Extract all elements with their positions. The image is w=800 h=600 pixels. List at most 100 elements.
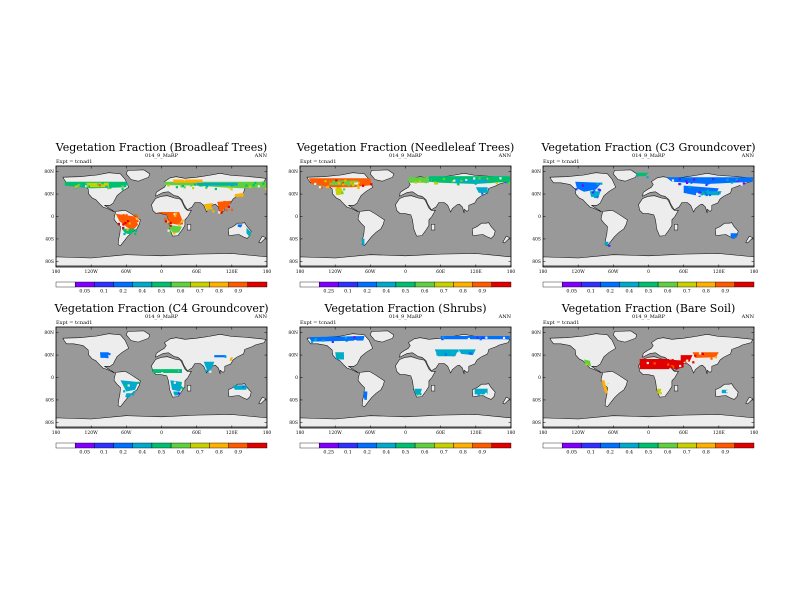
veg-cell [223,183,226,186]
veg-cell [190,184,193,187]
veg-patch [229,357,233,361]
veg-cell [585,363,588,366]
colorbar-swatch [151,442,172,449]
veg-cell [180,386,183,389]
colorbar: 0.25 0.1 0.2 0.4 0.5 0.6 0.7 0.8 0.9 [299,442,512,456]
veg-cell [646,176,649,179]
lon-label: 180 [507,269,516,275]
veg-cell [164,220,167,223]
veg-cell [696,194,699,197]
veg-cell [590,183,593,186]
veg-cell [173,381,176,384]
veg-cell [123,390,126,393]
veg-cell [228,186,231,189]
veg-cell [353,180,356,183]
lat-label: 0 [538,375,541,381]
veg-cell [180,185,183,188]
panel-title: Vegetation Fraction (Shrubs) [323,302,486,315]
veg-cell [474,182,477,185]
colorbar-swatch [600,281,620,288]
veg-cell [730,181,734,184]
veg-cell [482,391,485,395]
veg-cell [485,336,488,339]
veg-cell [245,184,248,187]
lat-label: 80N [531,169,541,175]
veg-cell [636,174,639,177]
veg-patch [335,352,344,360]
land-greenland [369,330,395,343]
run-label: 014_9_MaRP [632,153,666,159]
veg-cell [252,184,255,187]
veg-cell [230,188,233,191]
colorbar-swatch [376,442,397,449]
veg-cell [690,177,693,180]
veg-cell [108,353,111,356]
veg-cell [444,353,447,356]
veg-cell [441,350,444,353]
veg-cell [176,388,179,391]
veg-patch [657,388,662,394]
colorbar-swatch [619,281,640,288]
colorbar-swatch [209,281,229,288]
colorbar-label: 0.25 [323,450,334,456]
veg-cell [414,181,417,184]
colorbar-label: 0.9 [721,450,729,456]
colorbar-swatch [190,281,210,288]
veg-cell [220,211,223,214]
lat-label: 80N [44,330,54,336]
colorbar-swatch [734,281,755,288]
veg-cell [265,187,267,190]
land-africa [395,356,436,398]
lon-label: 0 [404,269,407,275]
land-madagascar [187,224,192,231]
veg-cell [429,179,432,182]
veg-cell [341,191,344,194]
lat-label: 0 [51,375,54,381]
lat-label: 40N [531,353,541,359]
expt-label: Expt = tcnad1 [300,159,336,165]
colorbar-label: 0.8 [702,450,710,456]
veg-cell [136,215,139,218]
colorbar-label: 0.8 [459,289,467,295]
veg-cell [320,186,323,189]
veg-cell [78,183,81,186]
veg-cell [675,364,678,367]
lon-label: 120W [572,269,586,275]
veg-cell [248,232,251,235]
land-greenland [612,169,638,182]
land-greenland [612,330,638,343]
lon-label: 180 [52,430,61,436]
colorbar-swatch [376,281,397,288]
colorbar-swatch [734,442,755,449]
colorbar-swatch [453,281,473,288]
veg-cell [705,193,708,197]
veg-cell [701,352,704,355]
land-africa [638,195,679,237]
colorbar-swatch [619,442,640,449]
lon-label: 0 [647,430,650,436]
colorbar-swatch [696,281,716,288]
veg-cell [605,391,608,394]
veg-cell [107,187,110,190]
colorbar-label: 0.05 [566,450,577,456]
season-label: ANN [741,153,755,159]
lon-label: 60W [121,430,132,436]
veg-cell [240,182,243,185]
colorbar-label: 0.7 [196,450,204,456]
colorbar-swatch [74,442,95,449]
veg-cell [210,207,213,210]
veg-patch [601,380,608,392]
veg-cell [672,365,675,368]
lon-label: 180 [750,430,759,436]
veg-cell [601,186,604,189]
veg-cell [181,387,184,390]
veg-cell [474,177,477,180]
veg-cell [442,336,445,339]
colorbar-swatch [55,442,76,449]
colorbar-swatch [542,442,563,449]
colorbar-label: 0.9 [234,289,242,295]
veg-cell [692,361,695,364]
colorbar-swatch [247,442,268,449]
veg-cell [473,177,476,180]
veg-cell [127,384,130,387]
